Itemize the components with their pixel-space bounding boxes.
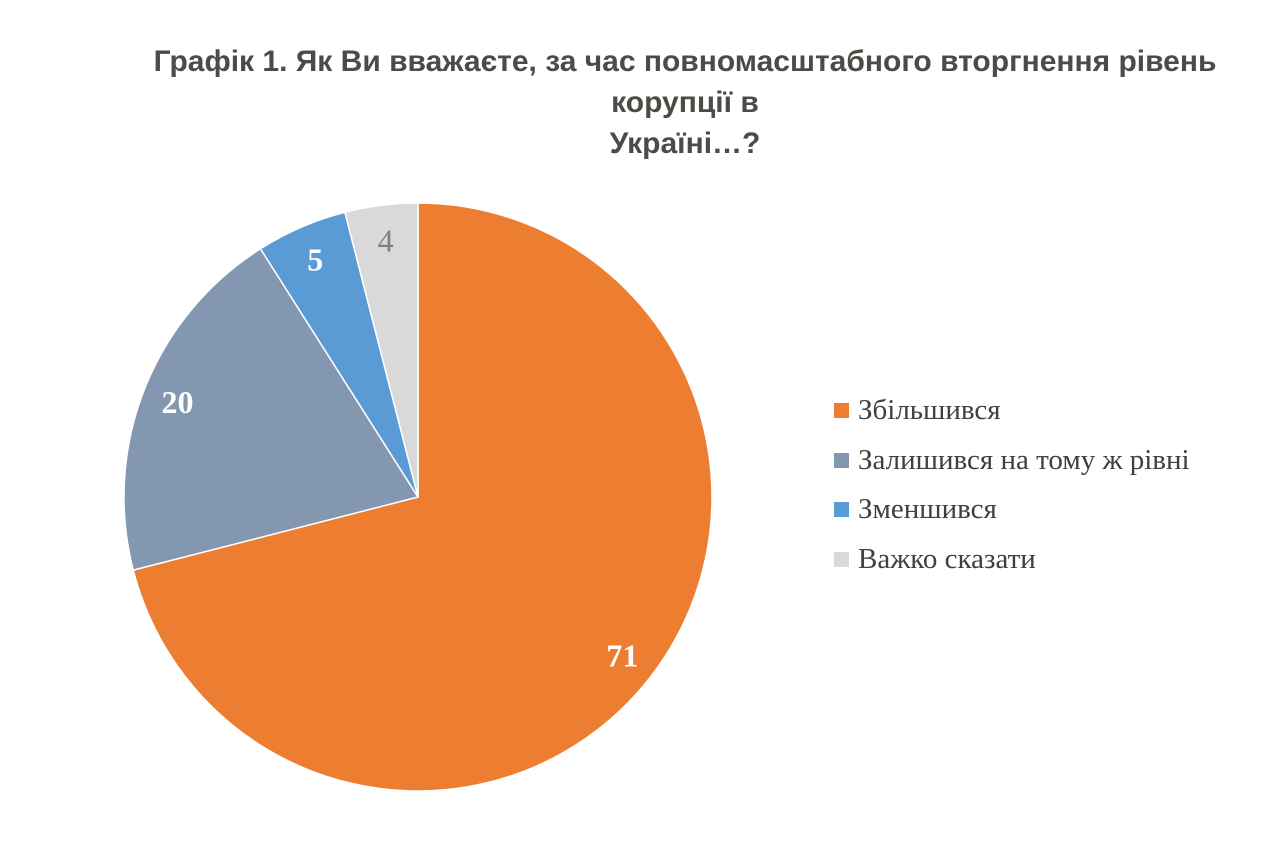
legend-label: Збільшився (858, 394, 1001, 427)
legend-item-1: Збільшився (834, 386, 1190, 436)
legend-label: Важко сказати (858, 542, 1036, 575)
legend-swatch-icon (834, 502, 849, 518)
legend-item-4: Важко сказати (834, 535, 1190, 585)
legend-label: Залишився на тому ж рівні (858, 443, 1190, 476)
chart-title: Графік 1. Як Ви вважаєте, за час повнома… (90, 41, 1280, 164)
chart-title-line-2: Україні…? (609, 127, 761, 160)
pie-slice-label-4: 4 (378, 222, 394, 258)
legend-item-2: Залишився на тому ж рівні (834, 436, 1190, 486)
legend-item-3: Зменшився (834, 485, 1190, 535)
legend: Збільшився Залишився на тому ж рівні Зменш… (834, 386, 1190, 584)
legend-swatch-icon (834, 551, 849, 567)
legend-label: Зменшився (858, 493, 997, 526)
legend-swatch-icon (834, 452, 849, 468)
chart-title-line-1: Графік 1. Як Ви вважаєте, за час повнома… (153, 45, 1217, 119)
pie-slice-label-1: 71 (606, 638, 638, 674)
pie-slice-4 (344, 202, 419, 498)
legend-swatch-icon (834, 403, 849, 419)
pie-slice-2 (123, 248, 419, 571)
pie-slice-label-2: 20 (161, 384, 193, 420)
pie-slice-label-3: 5 (307, 242, 323, 278)
pie-slice-1 (132, 202, 713, 792)
